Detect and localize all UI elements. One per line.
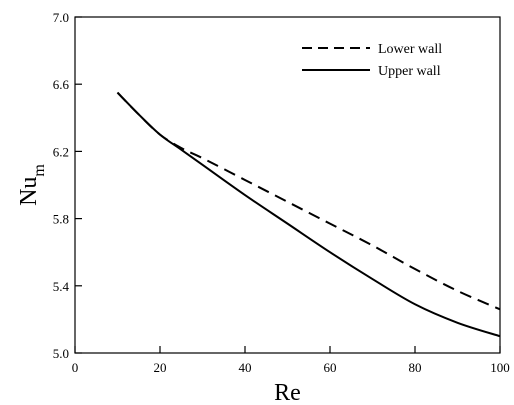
x-axis-title: Re <box>274 380 301 405</box>
y-tick-label: 6.2 <box>53 144 69 159</box>
plot-area <box>74 16 501 354</box>
y-axis-title-subscript: m <box>31 164 48 177</box>
y-tick-label: 5.0 <box>53 346 69 361</box>
legend: Lower wall Upper wall <box>302 42 442 79</box>
x-tick-label: 80 <box>409 360 422 375</box>
x-tick-label: 60 <box>324 360 337 375</box>
series-group <box>116 91 501 338</box>
legend-label-upper-wall: Upper wall <box>378 64 441 79</box>
series-line-lower-wall <box>116 91 501 311</box>
legend-label-lower-wall: Lower wall <box>378 42 442 57</box>
x-tick-label: 0 <box>72 360 79 375</box>
x-tick-label: 100 <box>490 360 510 375</box>
y-tick-label: 6.6 <box>53 77 70 92</box>
y-tick-label: 7.0 <box>53 10 69 25</box>
y-axis-title-main: Nu <box>16 177 42 206</box>
series-line-upper-wall <box>116 91 501 338</box>
y-axis: 5.0 5.4 5.8 6.2 6.6 7.0 <box>53 10 82 361</box>
x-tick-label: 40 <box>239 360 252 375</box>
plot-frame <box>74 16 501 354</box>
y-axis-title: Num <box>16 164 48 206</box>
x-tick-label: 20 <box>154 360 167 375</box>
y-tick-label: 5.8 <box>53 212 69 227</box>
x-axis: 0 20 40 60 80 100 <box>72 346 510 375</box>
y-tick-label: 5.4 <box>53 279 70 294</box>
